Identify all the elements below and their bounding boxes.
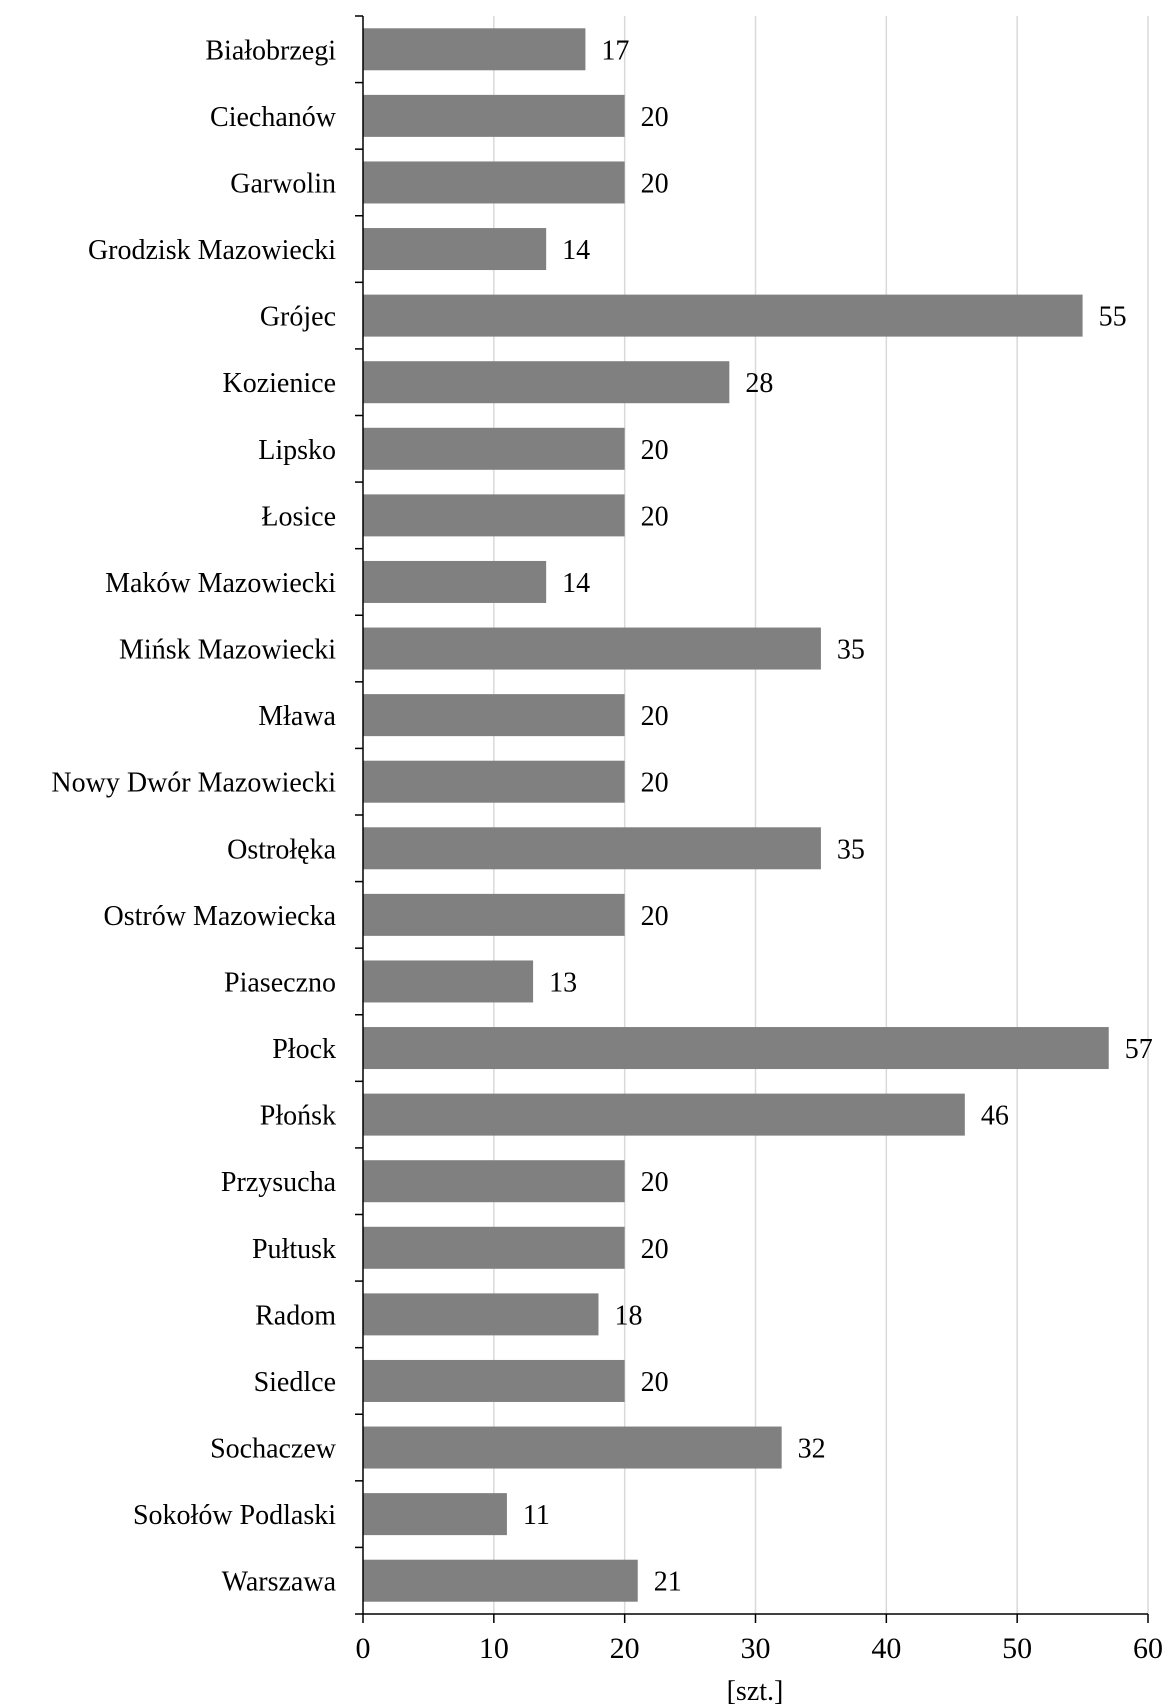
bar: [363, 294, 1083, 337]
x-tick-label: 60: [1133, 1632, 1163, 1665]
data-label: 20: [641, 1234, 669, 1265]
data-label: 13: [549, 967, 577, 998]
category-label: Ostrołęka: [227, 834, 336, 865]
data-label: 20: [641, 1367, 669, 1398]
x-tick-label: 30: [741, 1632, 771, 1665]
data-label: 20: [641, 701, 669, 732]
axes: 0 10 20 30 40 50 60: [355, 15, 1163, 1665]
data-label: 57: [1125, 1034, 1153, 1065]
data-label: 21: [654, 1567, 682, 1598]
data-label: 32: [798, 1434, 826, 1465]
grid-lines: [493, 16, 1149, 1614]
category-label: Warszawa: [222, 1567, 337, 1598]
category-label: Mińsk Mazowiecki: [119, 635, 336, 666]
bar: [363, 960, 534, 1003]
data-label: 20: [641, 501, 669, 532]
x-tick-label: 0: [356, 1632, 371, 1665]
bar: [363, 28, 586, 71]
bar: [363, 627, 821, 670]
bar: [363, 1559, 638, 1602]
labels: Białobrzegi 17 Ciechanów 20 Garwolin 20 Grodzi…: [51, 35, 1152, 1597]
bar: [363, 560, 547, 603]
category-label: Pułtusk: [252, 1234, 336, 1265]
data-label: 28: [745, 368, 773, 399]
category-label: Grodzisk Mazowiecki: [88, 235, 336, 266]
data-label: 18: [615, 1300, 643, 1331]
category-label: Piaseczno: [224, 967, 336, 998]
x-tick-label: 20: [610, 1632, 640, 1665]
data-label: 17: [601, 35, 629, 66]
bar: [363, 1426, 782, 1469]
data-label: 20: [641, 102, 669, 133]
x-tick-label: 40: [871, 1632, 901, 1665]
category-label: Ostrów Mazowiecka: [104, 901, 337, 932]
x-axis-label: [szt.]: [727, 1676, 784, 1704]
category-label: Białobrzegi: [205, 35, 336, 66]
category-label: Sochaczew: [210, 1434, 337, 1465]
bar: [363, 1226, 625, 1269]
bar: [363, 1493, 507, 1536]
data-label: 14: [562, 568, 590, 599]
data-label: 20: [641, 1167, 669, 1198]
x-tick-label: 10: [479, 1632, 509, 1665]
bar: [363, 161, 625, 204]
bar: [363, 1160, 625, 1203]
bar: [363, 361, 730, 404]
category-label: Kozienice: [223, 368, 337, 399]
bar: [363, 94, 625, 137]
category-label: Garwolin: [230, 168, 336, 199]
category-label: Łosice: [261, 501, 336, 532]
category-label: Ciechanów: [210, 102, 337, 133]
category-label: Płock: [272, 1034, 336, 1065]
category-label: Sokołów Podlaski: [133, 1500, 336, 1531]
bar: [363, 228, 547, 271]
bar: [363, 494, 625, 537]
data-label: 55: [1099, 302, 1127, 333]
data-label: 46: [981, 1101, 1009, 1132]
bar: [363, 1293, 599, 1336]
category-label: Mława: [258, 701, 336, 732]
data-label: 20: [641, 168, 669, 199]
bar: [363, 760, 625, 803]
data-label: 35: [837, 635, 865, 666]
bar: [363, 1093, 965, 1136]
bars: [363, 28, 1109, 1602]
category-label: Radom: [255, 1300, 336, 1331]
category-label: Grójec: [260, 302, 336, 333]
category-label: Lipsko: [258, 435, 336, 466]
category-label: Nowy Dwór Mazowiecki: [51, 768, 336, 799]
category-label: Przysucha: [221, 1167, 337, 1198]
data-label: 20: [641, 901, 669, 932]
bar: [363, 1359, 625, 1402]
data-label: 20: [641, 435, 669, 466]
data-label: 14: [562, 235, 590, 266]
bar: [363, 1027, 1109, 1070]
x-tick-label: 50: [1002, 1632, 1032, 1665]
data-label: 35: [837, 834, 865, 865]
bar: [363, 893, 625, 936]
data-label: 20: [641, 768, 669, 799]
category-label: Maków Mazowiecki: [105, 568, 336, 599]
data-label: 11: [523, 1500, 550, 1531]
category-label: Płońsk: [260, 1101, 336, 1132]
bar: [363, 827, 821, 870]
category-label: Siedlce: [254, 1367, 336, 1398]
bar: [363, 427, 625, 470]
bar: [363, 694, 625, 737]
